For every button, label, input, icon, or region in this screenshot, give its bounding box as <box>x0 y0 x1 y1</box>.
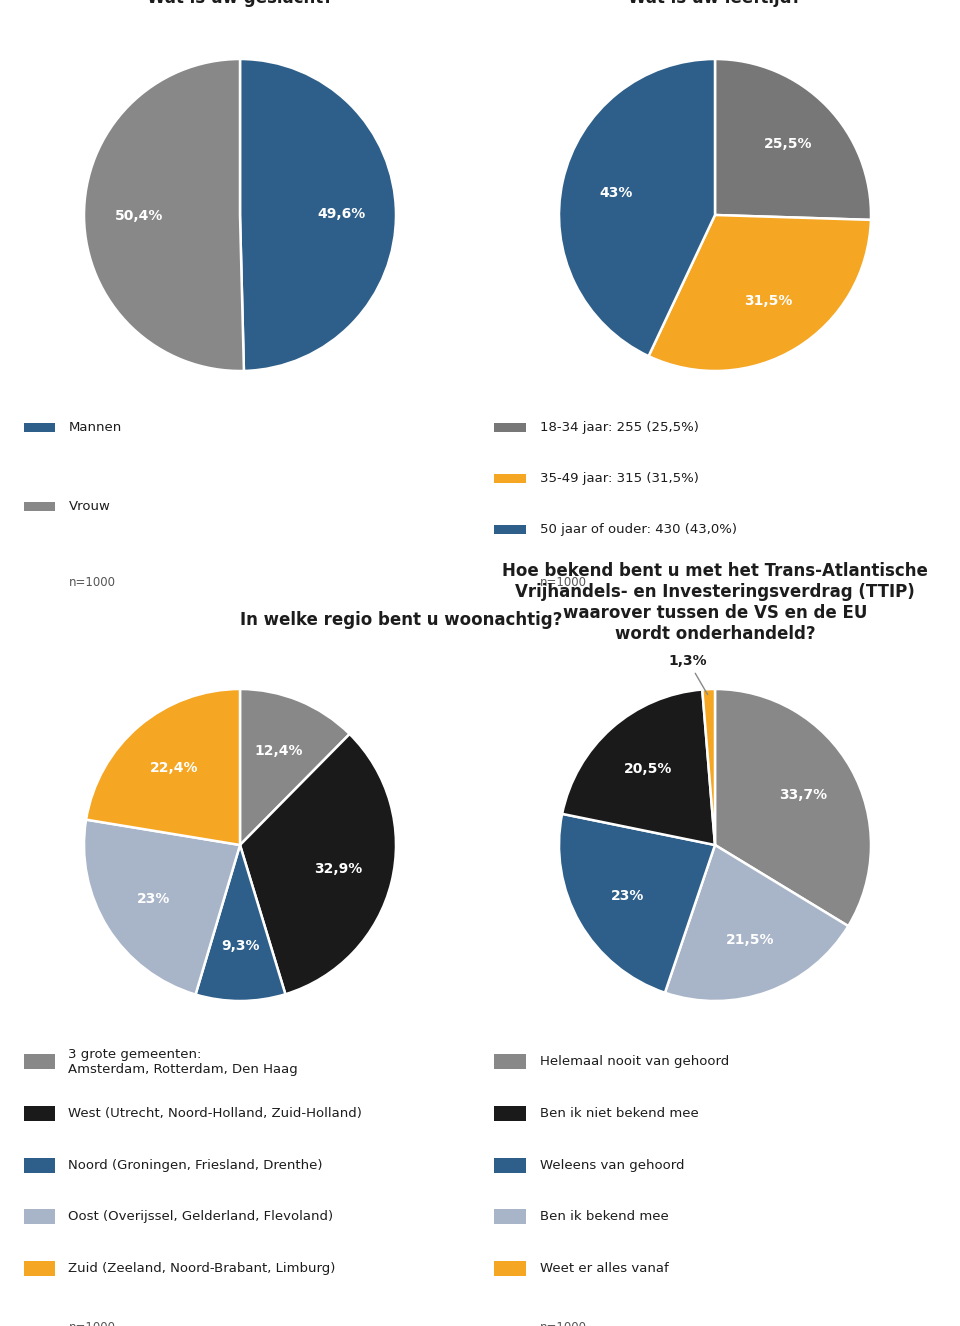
Bar <box>494 1054 526 1069</box>
Text: n=1000: n=1000 <box>68 1321 115 1326</box>
Bar <box>24 1261 56 1276</box>
Text: Zuid (Zeeland, Noord-Brabant, Limburg): Zuid (Zeeland, Noord-Brabant, Limburg) <box>68 1262 336 1276</box>
Text: Weleens van gehoord: Weleens van gehoord <box>540 1159 684 1172</box>
Text: 23%: 23% <box>611 888 644 903</box>
Text: 50 jaar of ouder: 430 (43,0%): 50 jaar of ouder: 430 (43,0%) <box>540 522 736 536</box>
Wedge shape <box>240 735 396 994</box>
Text: Oost (Overijssel, Gelderland, Flevoland): Oost (Overijssel, Gelderland, Flevoland) <box>68 1211 333 1224</box>
Text: n=1000: n=1000 <box>540 1321 587 1326</box>
Text: 23%: 23% <box>137 892 171 906</box>
Text: 50,4%: 50,4% <box>114 210 163 223</box>
Bar <box>24 1054 56 1069</box>
Text: 3 grote gemeenten:
Amsterdam, Rotterdam, Den Haag: 3 grote gemeenten: Amsterdam, Rotterdam,… <box>68 1048 299 1075</box>
Wedge shape <box>563 690 715 845</box>
Text: 12,4%: 12,4% <box>254 744 302 758</box>
Bar <box>494 475 526 483</box>
Wedge shape <box>86 690 240 845</box>
Bar <box>494 525 526 533</box>
Bar <box>494 1158 526 1172</box>
Text: 9,3%: 9,3% <box>221 939 259 953</box>
Wedge shape <box>196 845 285 1001</box>
Wedge shape <box>703 690 715 845</box>
Wedge shape <box>559 58 715 357</box>
Text: 33,7%: 33,7% <box>780 789 828 802</box>
Bar <box>24 423 56 432</box>
Text: Ben ik bekend mee: Ben ik bekend mee <box>540 1211 668 1224</box>
Text: Mannen: Mannen <box>68 420 122 434</box>
Text: Vrouw: Vrouw <box>68 500 110 513</box>
Bar <box>494 1106 526 1120</box>
Bar <box>494 1261 526 1276</box>
Text: 25,5%: 25,5% <box>763 138 812 151</box>
Wedge shape <box>240 690 349 845</box>
Text: 21,5%: 21,5% <box>726 934 774 947</box>
Wedge shape <box>84 819 240 994</box>
Wedge shape <box>715 690 871 926</box>
Text: n=1000: n=1000 <box>68 577 115 589</box>
Text: n=1000: n=1000 <box>540 577 587 589</box>
Text: 1,3%: 1,3% <box>669 654 708 695</box>
Text: 35-49 jaar: 315 (31,5%): 35-49 jaar: 315 (31,5%) <box>540 472 698 485</box>
Text: 20,5%: 20,5% <box>623 762 672 776</box>
Wedge shape <box>649 215 871 371</box>
Text: Helemaal nooit van gehoord: Helemaal nooit van gehoord <box>540 1055 729 1069</box>
Text: 49,6%: 49,6% <box>317 207 366 220</box>
Bar <box>494 1209 526 1224</box>
Text: Ben ik niet bekend mee: Ben ik niet bekend mee <box>540 1107 698 1120</box>
Text: Noord (Groningen, Friesland, Drenthe): Noord (Groningen, Friesland, Drenthe) <box>68 1159 323 1172</box>
Title: Wat is uw leeftijd?: Wat is uw leeftijd? <box>629 0 802 8</box>
Wedge shape <box>665 845 849 1001</box>
Text: Hoe bekend bent u met het Trans-Atlantische
Vrijhandels- en Investeringsverdrag : Hoe bekend bent u met het Trans-Atlantis… <box>502 562 928 643</box>
Bar <box>24 1106 56 1120</box>
Text: 31,5%: 31,5% <box>744 294 792 309</box>
Bar <box>494 423 526 432</box>
Bar <box>24 1158 56 1172</box>
Wedge shape <box>715 58 871 220</box>
Text: Weet er alles vanaf: Weet er alles vanaf <box>540 1262 668 1276</box>
Text: 32,9%: 32,9% <box>314 862 363 876</box>
Text: 43%: 43% <box>599 186 633 200</box>
Text: West (Utrecht, Noord-Holland, Zuid-Holland): West (Utrecht, Noord-Holland, Zuid-Holla… <box>68 1107 362 1120</box>
Text: 18-34 jaar: 255 (25,5%): 18-34 jaar: 255 (25,5%) <box>540 420 698 434</box>
Bar <box>24 1209 56 1224</box>
Wedge shape <box>240 58 396 371</box>
Text: In welke regio bent u woonachtig?: In welke regio bent u woonachtig? <box>240 611 563 629</box>
Text: 22,4%: 22,4% <box>150 761 199 774</box>
Title: Wat is uw geslacht?: Wat is uw geslacht? <box>147 0 333 8</box>
Wedge shape <box>559 814 715 993</box>
Bar <box>24 503 56 511</box>
Wedge shape <box>84 58 244 371</box>
